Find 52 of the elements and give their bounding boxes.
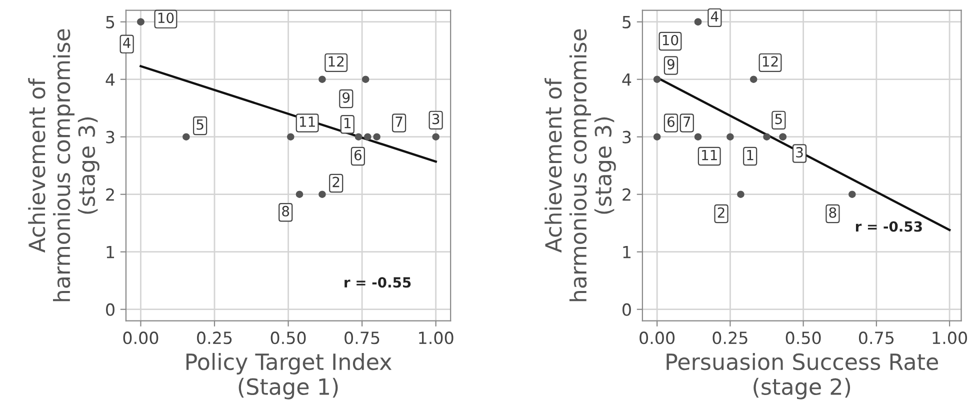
annotation: 1: [344, 118, 351, 128]
x-tick-label: 1.00: [419, 332, 454, 344]
y-axis-title: Achievement of harmonious compromise (stage 3): [28, 29, 100, 302]
x-tick-label: 0.25: [197, 332, 232, 344]
y-tick-label: 3: [622, 130, 631, 144]
y-tick-label: 5: [106, 16, 114, 28]
y-tick-label: 2: [106, 188, 114, 201]
annotation: 7: [396, 116, 402, 127]
y-tick-label: 0: [622, 303, 631, 316]
y-tick-label: 0: [106, 303, 114, 316]
x-tick-label: 0.00: [640, 332, 675, 344]
y-tick-label: 4: [106, 74, 115, 86]
annotation: 10: [158, 12, 174, 24]
annotation: 12: [762, 56, 778, 67]
annotation: 6: [668, 116, 675, 127]
y-axis-title: Achievement of harmonious compromise (stage 3): [544, 29, 616, 302]
x-tick-label: 0.25: [712, 332, 748, 344]
annotation: 1: [747, 150, 754, 160]
annotation: 3: [796, 147, 803, 158]
x-tick-label: 0.50: [786, 332, 821, 344]
y-tick-label: 4: [622, 74, 632, 86]
x-tick-label: 0.75: [858, 332, 894, 344]
x-tick-label: 0.75: [344, 332, 380, 344]
annotation: 9: [342, 92, 350, 103]
annotation: 11: [702, 150, 717, 160]
annotation: 5: [196, 119, 204, 130]
annotation: 5: [775, 114, 782, 124]
y-tick-label: 5: [622, 16, 631, 28]
x-axis-title: Policy Target Index (Stage 1): [186, 352, 392, 400]
annotation: r = -0.55: [344, 277, 411, 288]
annotation: 12: [328, 56, 344, 67]
y-tick-label: 1: [623, 246, 630, 258]
annotation: 2: [718, 207, 724, 218]
x-axis-title: Persuasion Success Rate (stage 2): [666, 352, 938, 400]
annotation: 8: [829, 207, 836, 218]
annotation: 6: [354, 150, 362, 160]
annotation: 2: [332, 176, 340, 188]
annotation: 11: [300, 116, 315, 127]
annotation: 4: [710, 11, 718, 22]
y-tick-label: 3: [106, 130, 114, 144]
annotation: 7: [684, 116, 690, 127]
annotation: 9: [667, 58, 674, 70]
annotation: 8: [282, 206, 290, 216]
x-tick-label: 0.50: [270, 332, 306, 344]
annotation: 4: [123, 38, 130, 48]
x-tick-label: 1.00: [932, 332, 967, 344]
annotation: 3: [432, 114, 440, 124]
annotation: 10: [662, 34, 678, 46]
y-tick-label: 2: [622, 188, 630, 201]
annotation: r = -0.53: [856, 221, 922, 232]
y-tick-label: 1: [106, 246, 114, 258]
x-tick-label: 0.00: [123, 332, 158, 344]
